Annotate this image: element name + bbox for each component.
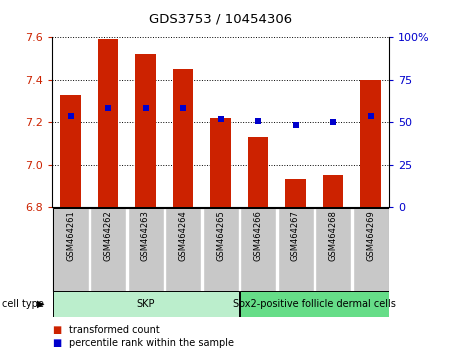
Text: GSM464263: GSM464263 xyxy=(141,210,150,261)
Text: GSM464261: GSM464261 xyxy=(66,210,75,261)
Text: GSM464266: GSM464266 xyxy=(253,210,262,261)
Text: ▶: ▶ xyxy=(37,299,45,309)
Text: ■: ■ xyxy=(52,338,61,348)
Text: percentile rank within the sample: percentile rank within the sample xyxy=(69,338,234,348)
Text: GDS3753 / 10454306: GDS3753 / 10454306 xyxy=(149,12,292,25)
Text: SKP: SKP xyxy=(136,299,155,309)
Bar xyxy=(90,208,126,292)
Bar xyxy=(53,291,239,317)
Bar xyxy=(323,175,343,207)
Bar xyxy=(165,208,201,292)
Text: GSM464267: GSM464267 xyxy=(291,210,300,261)
Text: ■: ■ xyxy=(52,325,61,335)
Bar xyxy=(210,118,231,207)
Bar xyxy=(202,208,238,292)
Bar xyxy=(173,69,194,207)
Text: Sox2-positive follicle dermal cells: Sox2-positive follicle dermal cells xyxy=(233,299,396,309)
Bar xyxy=(278,208,314,292)
Text: GSM464264: GSM464264 xyxy=(179,210,188,261)
Text: GSM464265: GSM464265 xyxy=(216,210,225,261)
Bar xyxy=(240,291,388,317)
Text: GSM464269: GSM464269 xyxy=(366,210,375,261)
Bar xyxy=(360,80,381,207)
Text: cell type: cell type xyxy=(2,299,44,309)
Bar xyxy=(240,208,276,292)
Text: GSM464268: GSM464268 xyxy=(328,210,338,261)
Bar xyxy=(98,39,118,207)
Bar xyxy=(53,208,89,292)
Bar xyxy=(285,179,306,207)
Bar xyxy=(315,208,351,292)
Text: GSM464262: GSM464262 xyxy=(104,210,112,261)
Bar xyxy=(127,208,163,292)
Bar xyxy=(248,137,268,207)
Bar xyxy=(352,208,388,292)
Text: transformed count: transformed count xyxy=(69,325,160,335)
Bar xyxy=(60,95,81,207)
Bar xyxy=(135,54,156,207)
